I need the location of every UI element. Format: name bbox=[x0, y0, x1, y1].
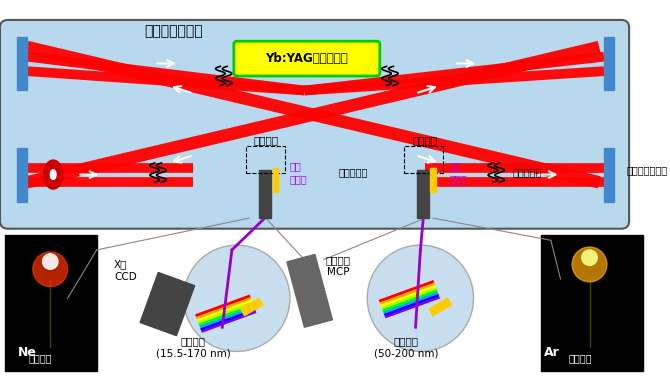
Bar bbox=[17, 149, 27, 202]
Text: 蛍光面付
MCP: 蛍光面付 MCP bbox=[326, 255, 350, 277]
Circle shape bbox=[572, 247, 607, 282]
Bar bbox=[541, 235, 643, 371]
Bar bbox=[287, 254, 332, 327]
Circle shape bbox=[33, 252, 68, 286]
Text: Ar: Ar bbox=[544, 346, 560, 359]
FancyBboxPatch shape bbox=[234, 41, 380, 76]
Circle shape bbox=[367, 245, 474, 351]
Text: Yb:YAG薄ディスク: Yb:YAG薄ディスク bbox=[265, 52, 348, 65]
Bar bbox=[5, 235, 96, 371]
Text: ポート１: ポート１ bbox=[253, 136, 278, 146]
Text: Ne: Ne bbox=[17, 346, 36, 359]
Bar bbox=[604, 149, 614, 202]
Text: 集光ミラー: 集光ミラー bbox=[512, 168, 541, 178]
Text: ポート１: ポート１ bbox=[29, 353, 52, 363]
Bar bbox=[17, 37, 27, 91]
Ellipse shape bbox=[50, 170, 56, 180]
Circle shape bbox=[184, 245, 290, 351]
Text: X線
CCD: X線 CCD bbox=[114, 260, 137, 282]
Text: 部分反射ミラー: 部分反射ミラー bbox=[626, 165, 667, 175]
Bar bbox=[429, 298, 452, 316]
Bar bbox=[604, 37, 614, 91]
Bar bbox=[140, 272, 194, 336]
Text: ポート２: ポート２ bbox=[413, 136, 438, 146]
Text: 集光ミラー: 集光ミラー bbox=[338, 168, 368, 178]
Text: 分光器２
(50-200 nm): 分光器２ (50-200 nm) bbox=[374, 336, 438, 358]
Circle shape bbox=[42, 254, 58, 269]
Ellipse shape bbox=[44, 160, 63, 189]
Text: 真空チェンバー: 真空チェンバー bbox=[145, 24, 203, 39]
Circle shape bbox=[582, 250, 597, 265]
Bar bbox=[259, 170, 271, 218]
Text: 高次
高調波: 高次 高調波 bbox=[450, 162, 467, 184]
Text: 高次
高調波: 高次 高調波 bbox=[290, 162, 308, 184]
Bar bbox=[417, 170, 429, 218]
Bar bbox=[273, 168, 278, 192]
Bar bbox=[247, 146, 285, 173]
Text: ポート２: ポート２ bbox=[568, 353, 592, 363]
Bar bbox=[430, 168, 436, 192]
FancyBboxPatch shape bbox=[0, 20, 629, 229]
Text: 分光器１
(15.5-170 nm): 分光器１ (15.5-170 nm) bbox=[156, 336, 230, 358]
Bar bbox=[404, 146, 443, 173]
Bar bbox=[241, 298, 263, 316]
